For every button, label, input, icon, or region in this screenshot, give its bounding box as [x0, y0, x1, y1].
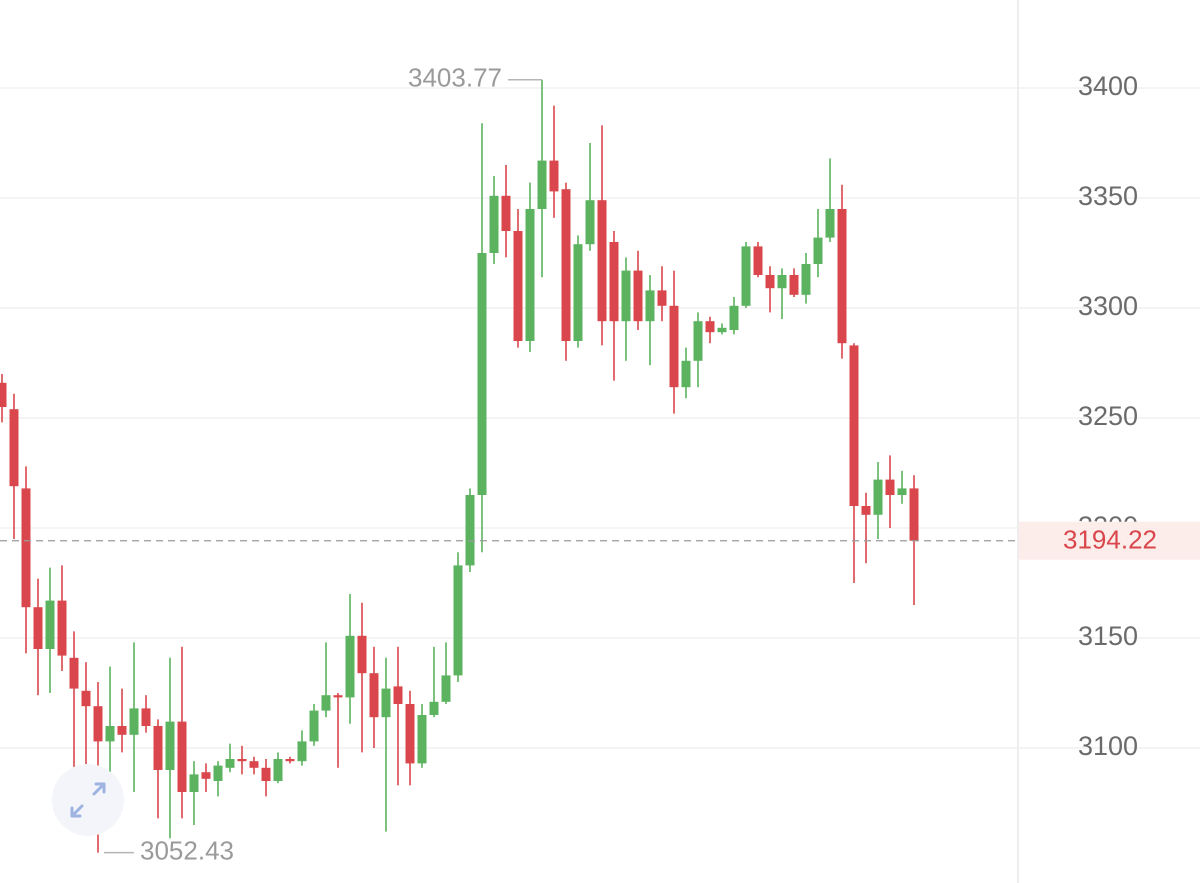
candle-body [477, 253, 487, 495]
candle-body [93, 706, 103, 742]
candle-body [681, 360, 691, 388]
candle-body [69, 657, 79, 689]
candle-body [813, 237, 823, 264]
candle-body [237, 759, 247, 762]
candle-body [81, 690, 91, 707]
candle-body [621, 270, 631, 322]
candle-body [801, 264, 811, 295]
y-tick-label: 3100 [1078, 731, 1138, 761]
candle-body [705, 321, 715, 333]
candle-body [897, 488, 907, 495]
candle-body [177, 721, 187, 792]
candle-body [33, 607, 43, 649]
candle-body [633, 270, 643, 322]
candle-body [513, 231, 523, 341]
zoom-button[interactable] [52, 764, 124, 836]
candle-body [45, 600, 55, 649]
candle-body [741, 246, 751, 306]
y-tick-label: 3400 [1078, 71, 1138, 101]
candle-body [213, 765, 223, 781]
candle-body [201, 772, 211, 779]
candle-body [9, 409, 19, 487]
candle-body [429, 701, 439, 715]
candle-body [285, 759, 295, 762]
candle-body [417, 715, 427, 764]
candle-body [753, 246, 763, 275]
candle-body [729, 305, 739, 330]
candle-body [609, 242, 619, 322]
candle-body [405, 704, 415, 764]
candle-body [333, 695, 343, 698]
y-tick-label: 3350 [1078, 181, 1138, 211]
candle-body [837, 209, 847, 344]
candle-body [57, 600, 67, 656]
candle-body [669, 305, 679, 388]
candle-body [885, 479, 895, 495]
candle-body [225, 759, 235, 768]
candle-body [153, 726, 163, 770]
candle-body [861, 506, 871, 515]
candle-body [909, 488, 919, 541]
candle-body [165, 721, 175, 770]
candle-body [345, 635, 355, 698]
candle-body [825, 209, 835, 238]
y-tick-label: 3150 [1078, 621, 1138, 651]
high-label: 3403.77 [408, 63, 502, 93]
candle-body [453, 565, 463, 676]
candle-body [297, 741, 307, 762]
candle-body [777, 275, 787, 289]
candle-body [849, 345, 859, 506]
candle-body [0, 382, 7, 407]
candle-body [249, 761, 259, 768]
candle-body [369, 673, 379, 718]
candle-body [129, 708, 139, 735]
candle-body [465, 495, 475, 566]
candle-body [501, 195, 511, 231]
candle-body [645, 290, 655, 322]
candle-body [489, 195, 499, 253]
candle-body [657, 290, 667, 306]
y-tick-label: 3300 [1078, 291, 1138, 321]
last-price-box [1019, 521, 1200, 560]
candle-body [273, 759, 283, 781]
last-price-label: 3194.22 [1063, 525, 1157, 555]
candle-body [261, 767, 271, 781]
candle-body [441, 675, 451, 702]
low-label: 3052.43 [140, 836, 234, 866]
candle-body [789, 275, 799, 295]
annotations: 3403.77 3052.43 3194.22 [0, 63, 1200, 866]
candle-body [573, 244, 583, 341]
candle-body [561, 189, 571, 341]
candle-body [189, 774, 199, 792]
candle-body [21, 488, 31, 608]
candle-body [393, 686, 403, 704]
candle-body [321, 695, 331, 711]
candle-body [117, 726, 127, 735]
candle-body [525, 209, 535, 341]
candle-body [537, 160, 547, 209]
candle-body [765, 275, 775, 289]
candle-body [105, 726, 115, 742]
candle-body [141, 708, 151, 726]
y-tick-label: 3250 [1078, 401, 1138, 431]
candle-body [549, 160, 559, 192]
candle-body [381, 688, 391, 718]
candle-body [597, 200, 607, 322]
candle-body [357, 635, 367, 674]
candle-body [873, 479, 883, 515]
grid [0, 87, 1200, 749]
candles [0, 79, 919, 853]
candle-body [717, 327, 727, 333]
candle-body [309, 710, 319, 742]
candle-body [693, 321, 703, 361]
candle-body [585, 200, 595, 245]
